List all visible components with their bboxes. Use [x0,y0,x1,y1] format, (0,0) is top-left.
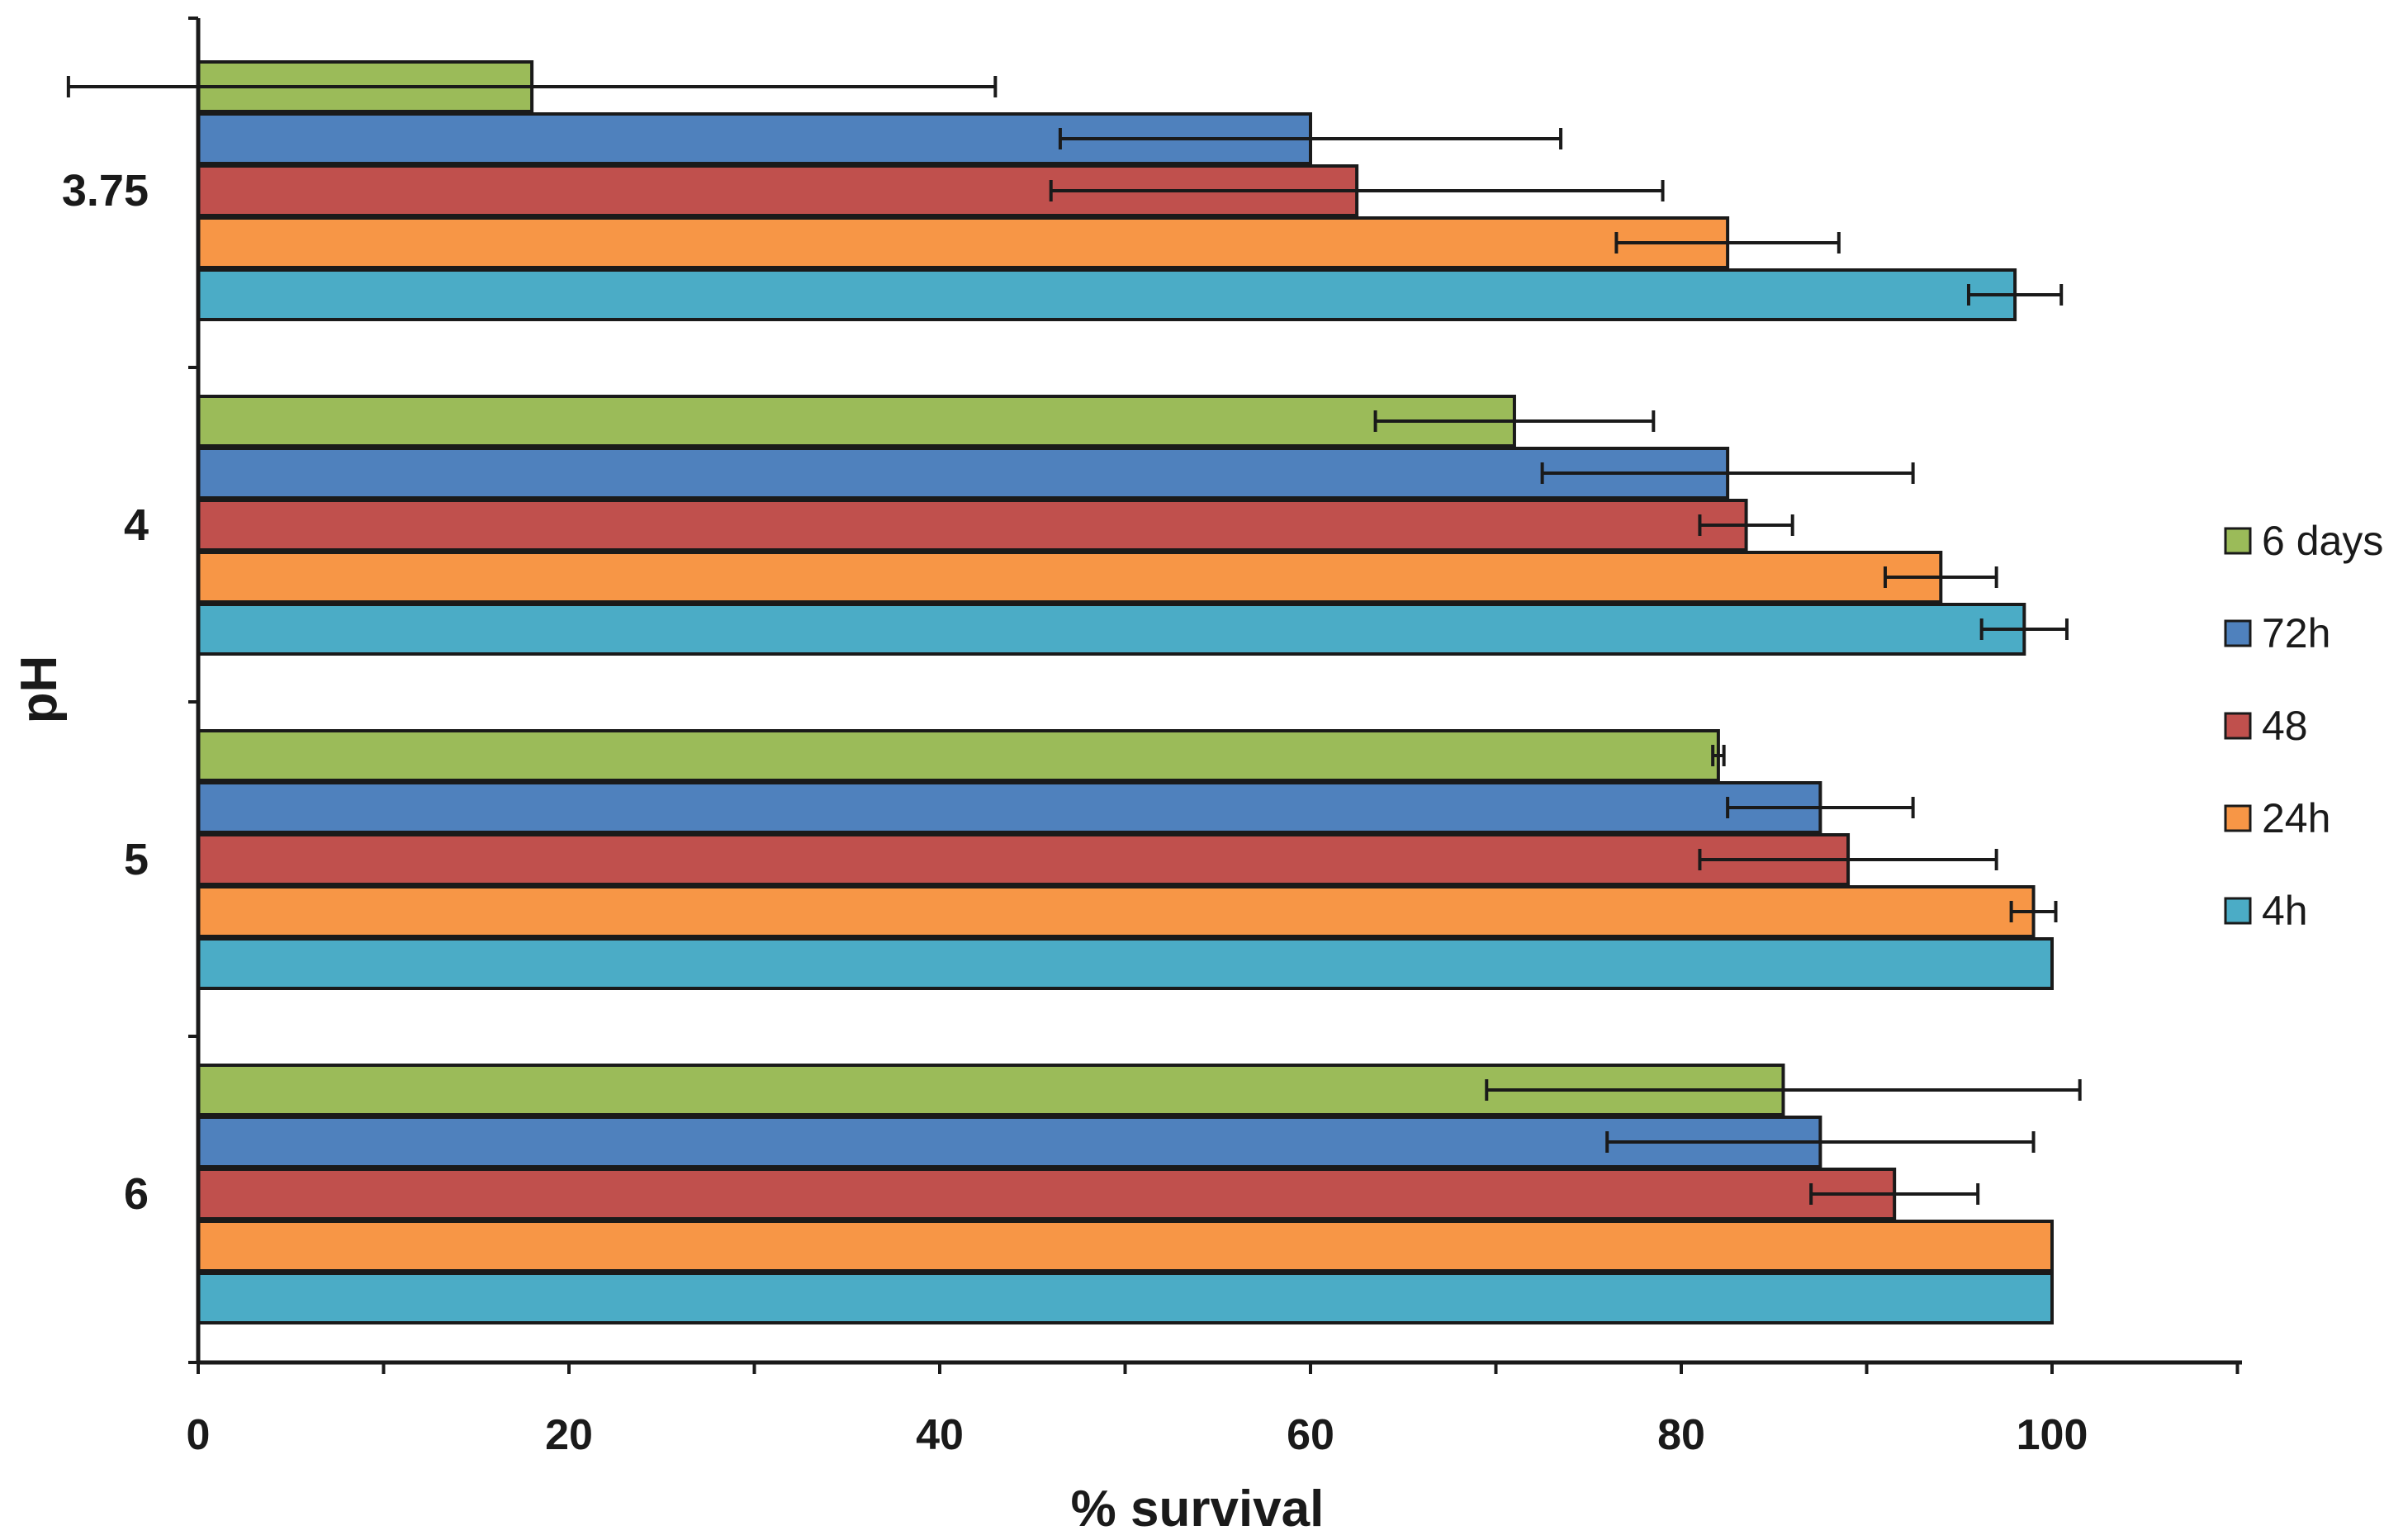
axes-layer [196,18,2242,1365]
error-bar-6-days-ph-6 [1485,1079,2082,1101]
category-label-ph-4: 4 [124,500,149,550]
legend-label: 4h [2262,888,2308,934]
bar-24h-ph-6 [197,1220,2054,1272]
category-label-ph-5: 5 [124,835,149,884]
legend-swatch [2224,804,2252,832]
legend-label: 24h [2262,795,2330,841]
error-bar-4h-ph-4 [1979,618,2069,640]
x-ticks-layer: 0 20 40 60 80 100 [187,17,2239,1459]
bar-48-ph-5 [197,833,1851,886]
x-tick-label-40: 40 [916,1411,964,1459]
error-bar-24h-ph-4 [1883,566,1998,588]
legend-item-6-days: 6 days [2224,518,2383,564]
error-bar-6-days-ph-3.75 [66,76,998,97]
legend-swatch [2224,527,2252,555]
x-tick-label-20: 20 [545,1411,593,1459]
error-bar-72h-ph-6 [1605,1131,2036,1153]
x-tick-label-80: 80 [1657,1411,1705,1459]
category-label-ph-6: 6 [124,1169,149,1219]
bar-6-days-ph-5 [197,729,1720,782]
category-label-ph-3.75: 3.75 [62,166,149,216]
legend-item-4h: 4h [2224,888,2308,934]
bar-72h-ph-6 [197,1116,1822,1168]
error-bar-72h-ph-4 [1540,462,1915,484]
bar-24h-ph-4 [197,551,1943,604]
legend-swatch [2224,897,2252,925]
error-bar-4h-ph-3.75 [1966,284,2064,306]
error-bar-48-ph-5 [1698,849,1998,870]
error-bar-72h-ph-3.75 [1058,128,1563,149]
error-bar-6-days-ph-5 [1711,745,1726,766]
y-axis-title: pH [11,656,68,724]
bar-4h-ph-6 [197,1272,2054,1324]
error-bar-72h-ph-5 [1726,797,1915,818]
legend-item-48: 48 [2224,703,2308,749]
bar-24h-ph-3.75 [197,216,1730,269]
legend-swatch [2224,619,2252,647]
bars-layer [197,60,2054,1324]
error-bar-24h-ph-3.75 [1614,232,1841,254]
legend-label: 48 [2262,703,2308,749]
legend-label: 72h [2262,610,2330,656]
x-tick-label-0: 0 [187,1411,211,1459]
bar-4h-ph-5 [197,937,2054,990]
bar-48-ph-4 [197,499,1748,552]
error-bar-48-ph-3.75 [1049,180,1665,201]
legend-item-72h: 72h [2224,610,2330,656]
legend: 6 days 72h 48 24h 4h [2224,518,2383,934]
error-bar-6-days-ph-4 [1373,410,1656,432]
error-bar-48-ph-4 [1698,514,1794,536]
legend-item-24h: 24h [2224,795,2330,841]
legend-label: 6 days [2262,518,2383,564]
bar-72h-ph-4 [197,447,1730,500]
x-tick-label-100: 100 [2017,1411,2088,1459]
x-axis-title: % survival [1071,1481,1325,1538]
category-labels-layer: 3.75 4 5 6 [62,166,149,1219]
bar-4h-ph-4 [197,603,2026,656]
bar-6-days-ph-4 [197,395,1516,448]
bar-48-ph-6 [197,1168,1897,1220]
bar-72h-ph-5 [197,781,1822,834]
legend-swatch [2224,712,2252,740]
bar-4h-ph-3.75 [197,268,2017,321]
error-bars-layer [66,76,2082,1205]
bar-24h-ph-5 [197,885,2036,938]
error-bar-48-ph-6 [1809,1183,1980,1205]
error-bar-24h-ph-5 [2009,901,2058,922]
x-tick-label-60: 60 [1287,1411,1334,1459]
